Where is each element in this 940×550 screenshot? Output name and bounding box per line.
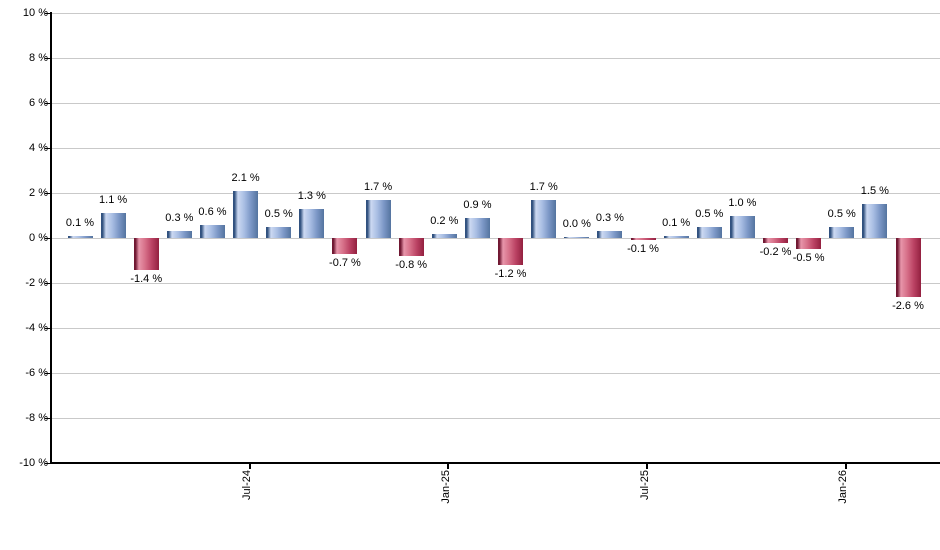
grid-line bbox=[52, 192, 940, 194]
bar-negative bbox=[630, 238, 656, 241]
bar-value-label: -0.2 % bbox=[759, 245, 792, 258]
bar-value-label: 1.7 % bbox=[364, 180, 393, 193]
x-axis-label: Jul-24 bbox=[241, 470, 254, 500]
y-axis-label: -8 % bbox=[25, 412, 48, 424]
bar-negative bbox=[332, 238, 358, 254]
bar-value-label: 0.1 % bbox=[65, 216, 95, 229]
grid-line bbox=[52, 372, 940, 374]
bar-value-label: 0.6 % bbox=[198, 205, 227, 218]
bar-positive bbox=[299, 208, 325, 238]
grid-line bbox=[52, 147, 940, 149]
y-tick bbox=[45, 13, 50, 14]
bar-value-label: 0.1 % bbox=[662, 216, 691, 229]
x-axis-label: Jul-25 bbox=[638, 470, 651, 500]
bar-positive bbox=[233, 190, 259, 238]
bar-negative bbox=[133, 238, 159, 270]
y-axis-label: -2 % bbox=[25, 277, 48, 289]
x-tick bbox=[646, 462, 649, 469]
bar-positive bbox=[464, 217, 490, 238]
grid-line bbox=[52, 57, 940, 59]
x-tick bbox=[248, 462, 251, 469]
y-axis-line bbox=[50, 12, 52, 464]
bar-value-label: -2.6 % bbox=[892, 299, 924, 312]
x-axis-label: Jan-26 bbox=[837, 470, 850, 504]
bar-positive bbox=[663, 235, 689, 238]
grid-line bbox=[52, 12, 940, 14]
bar-positive bbox=[597, 231, 623, 238]
bar-value-label: 0.0 % bbox=[562, 217, 591, 230]
y-tick bbox=[45, 238, 50, 239]
bar-negative bbox=[398, 238, 424, 256]
x-axis-label: Jan-25 bbox=[439, 470, 452, 504]
bar-value-label: 0.5 % bbox=[827, 207, 856, 220]
x-axis-line bbox=[50, 462, 940, 464]
y-tick bbox=[45, 418, 50, 419]
bar-value-label: 1.3 % bbox=[297, 189, 326, 202]
y-tick bbox=[45, 58, 50, 59]
bar-positive bbox=[199, 224, 225, 238]
y-axis-label: 0 % bbox=[29, 232, 48, 244]
grid-line bbox=[52, 237, 940, 239]
bar-positive bbox=[829, 226, 855, 238]
bar-positive bbox=[365, 199, 391, 238]
bar-value-label: 2.1 % bbox=[231, 171, 260, 184]
bar-negative bbox=[796, 238, 822, 250]
y-axis-label: 4 % bbox=[29, 142, 48, 154]
bar-positive bbox=[166, 231, 192, 238]
bar-value-label: -0.8 % bbox=[395, 259, 428, 271]
bar-value-label: -0.7 % bbox=[329, 256, 361, 269]
bar-positive bbox=[862, 204, 888, 238]
bar-value-label: 0.9 % bbox=[463, 198, 492, 211]
bar-negative bbox=[895, 238, 921, 297]
bar-value-label: -0.5 % bbox=[792, 252, 825, 265]
bar-value-label: 0.3 % bbox=[595, 212, 624, 225]
grid-line bbox=[52, 417, 940, 419]
bar-positive bbox=[729, 215, 755, 238]
y-axis-label: 2 % bbox=[29, 187, 48, 199]
bar-value-label: 1.1 % bbox=[99, 194, 128, 207]
x-tick bbox=[447, 462, 450, 469]
bar-value-label: -1.2 % bbox=[494, 268, 527, 280]
y-axis-label: -4 % bbox=[25, 322, 48, 334]
bar-value-label: 1.7 % bbox=[529, 180, 558, 193]
bar-positive bbox=[564, 236, 590, 238]
grid-line bbox=[52, 327, 940, 329]
y-axis-label: -6 % bbox=[25, 367, 48, 379]
x-tick bbox=[844, 462, 847, 469]
y-tick bbox=[45, 103, 50, 104]
bar-positive bbox=[431, 233, 457, 238]
bar-positive bbox=[696, 226, 722, 238]
y-axis-label: 8 % bbox=[29, 52, 48, 64]
bar-value-label: 0.5 % bbox=[695, 207, 724, 220]
bar-positive bbox=[266, 226, 292, 238]
bar-negative bbox=[498, 238, 524, 265]
y-tick bbox=[45, 373, 50, 374]
bar-value-label: 0.2 % bbox=[430, 214, 459, 227]
y-tick bbox=[45, 148, 50, 149]
bar-value-label: 1.5 % bbox=[860, 185, 889, 198]
y-tick bbox=[45, 283, 50, 284]
y-tick bbox=[45, 463, 50, 464]
bar-positive bbox=[100, 213, 126, 238]
bar-positive bbox=[67, 235, 93, 238]
bar-value-label: 0.3 % bbox=[165, 212, 194, 225]
y-axis-label: 6 % bbox=[29, 97, 48, 109]
bar-negative bbox=[763, 238, 789, 243]
bar-positive bbox=[531, 199, 557, 238]
y-tick bbox=[45, 328, 50, 329]
bar-value-label: -1.4 % bbox=[130, 272, 163, 285]
y-tick bbox=[45, 193, 50, 194]
y-axis-label: 10 % bbox=[22, 7, 48, 19]
bar-value-label: 0.5 % bbox=[264, 207, 293, 220]
grid-line bbox=[52, 102, 940, 104]
grid-line bbox=[52, 282, 940, 284]
bar-value-label: -0.1 % bbox=[627, 243, 659, 256]
bar-value-label: 1.0 % bbox=[728, 196, 757, 209]
y-axis-label: -10 % bbox=[19, 457, 48, 469]
